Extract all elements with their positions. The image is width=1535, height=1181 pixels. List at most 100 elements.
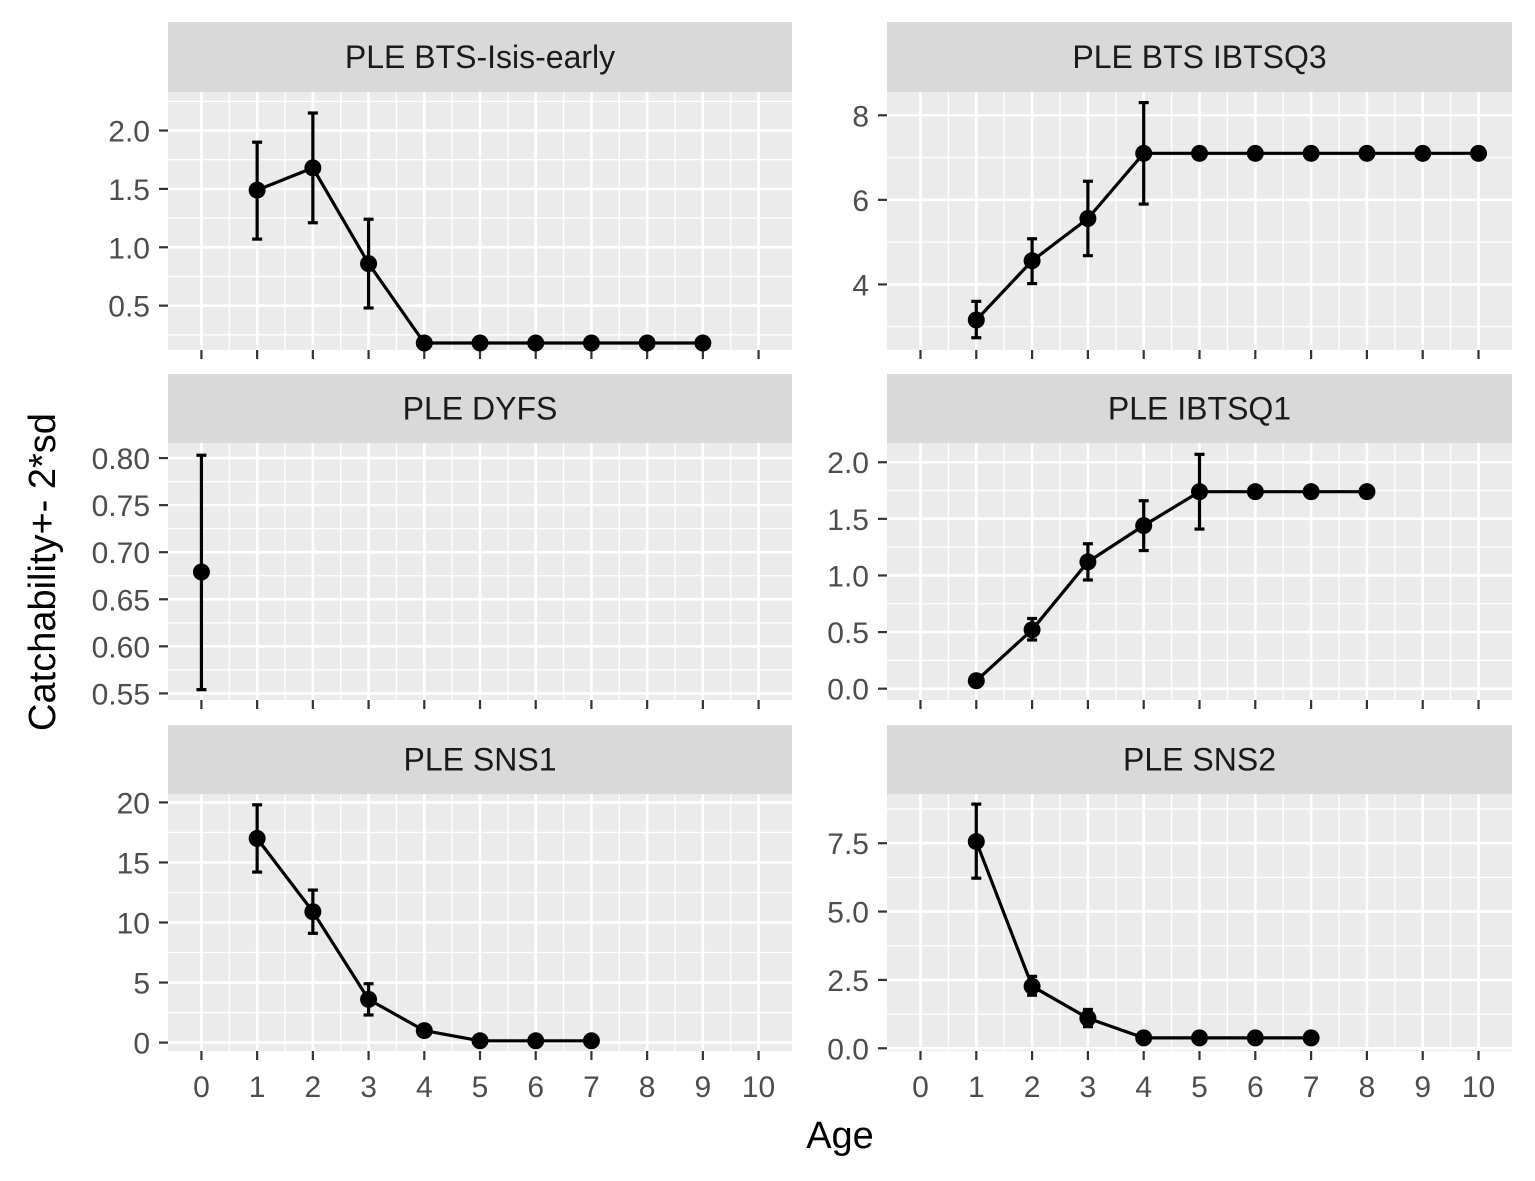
x-tick-label: 4 bbox=[1135, 1071, 1152, 1104]
y-tick-label: 1.0 bbox=[827, 560, 869, 593]
y-tick-label: 0 bbox=[133, 1028, 150, 1061]
data-point bbox=[1414, 144, 1432, 162]
data-point bbox=[582, 334, 600, 352]
x-tick-label: 6 bbox=[1247, 1071, 1264, 1104]
data-point bbox=[192, 563, 210, 581]
facet-strip bbox=[887, 725, 1512, 794]
facet-title: PLE BTS IBTSQ3 bbox=[1072, 39, 1326, 75]
data-point bbox=[1246, 483, 1264, 501]
data-point bbox=[527, 1032, 545, 1050]
facet-strip bbox=[887, 374, 1512, 443]
x-tick-label: 2 bbox=[305, 1071, 322, 1104]
y-tick-label: 10 bbox=[117, 908, 150, 941]
x-tick-label: 3 bbox=[1080, 1071, 1097, 1104]
facet-panels: PLE BTS-Isis-early 0.5 1.0 1.5 2.0 PLE BTS IB… bbox=[92, 22, 1512, 1104]
data-point bbox=[1191, 1029, 1208, 1047]
facet-panel: PLE BTS-Isis-early 0.5 1.0 1.5 2.0 bbox=[108, 22, 792, 359]
data-point bbox=[1191, 144, 1208, 162]
y-tick-label: 0.5 bbox=[827, 617, 869, 650]
y-tick-label: 0.5 bbox=[108, 291, 150, 324]
data-point bbox=[415, 1022, 433, 1040]
data-point bbox=[527, 334, 545, 352]
y-tick-label: 5.0 bbox=[827, 897, 869, 930]
data-point bbox=[360, 990, 378, 1008]
facet-panel: PLE SNS1 0 5 10 15 20 0 1 2 3 4 5 6 7 8 9 10 bbox=[117, 725, 792, 1104]
data-point bbox=[304, 159, 322, 177]
x-tick-label: 10 bbox=[1462, 1071, 1495, 1104]
data-point bbox=[360, 255, 378, 273]
y-tick-label: 0.0 bbox=[827, 674, 869, 707]
facet-panel: PLE DYFS 0.55 0.60 0.65 0.70 0.75 0.80 bbox=[92, 374, 792, 711]
facet-panel: PLE IBTSQ1 0.0 0.5 1.0 1.5 2.0 bbox=[827, 374, 1512, 709]
x-tick-label: 5 bbox=[1191, 1071, 1208, 1104]
x-tick-label: 0 bbox=[912, 1071, 929, 1104]
data-point bbox=[582, 1032, 600, 1050]
data-point bbox=[1358, 483, 1376, 501]
data-point bbox=[1470, 144, 1488, 162]
x-tick-label: 7 bbox=[1303, 1071, 1320, 1104]
facet-panel: PLE SNS2 0.0 2.5 5.0 7.5 0 1 2 3 4 5 6 7 8 9 10 bbox=[827, 725, 1512, 1104]
facet-strip bbox=[168, 725, 792, 794]
facet-title: PLE DYFS bbox=[403, 391, 558, 427]
facet-title: PLE BTS-Isis-early bbox=[345, 39, 615, 75]
data-point bbox=[304, 903, 322, 921]
facet-title: PLE IBTSQ1 bbox=[1108, 391, 1291, 427]
x-tick-label: 8 bbox=[639, 1071, 656, 1104]
y-tick-label: 0.55 bbox=[92, 678, 150, 711]
facet-title: PLE SNS2 bbox=[1123, 742, 1276, 778]
data-point bbox=[471, 334, 489, 352]
data-point bbox=[1135, 144, 1153, 162]
y-tick-label: 7.5 bbox=[827, 828, 869, 861]
y-tick-label: 0.60 bbox=[92, 631, 150, 664]
data-point bbox=[1246, 1029, 1264, 1047]
y-axis-title: Catchability+- 2*sd bbox=[22, 413, 64, 731]
x-tick-label: 5 bbox=[472, 1071, 489, 1104]
x-tick-label: 7 bbox=[583, 1071, 600, 1104]
data-point bbox=[1023, 252, 1041, 270]
y-tick-label: 0.0 bbox=[827, 1033, 869, 1066]
data-point bbox=[694, 334, 712, 352]
y-tick-label: 15 bbox=[117, 847, 150, 880]
y-tick-label: 1.5 bbox=[827, 504, 869, 537]
facet-strip bbox=[168, 22, 792, 92]
y-tick-label: 0.70 bbox=[92, 537, 150, 570]
data-point bbox=[967, 672, 985, 690]
facet-title: PLE SNS1 bbox=[404, 742, 557, 778]
facet-panel: PLE BTS IBTSQ3 4 6 8 bbox=[852, 22, 1512, 359]
series-line bbox=[975, 490, 1367, 682]
data-point bbox=[1079, 209, 1097, 227]
data-point bbox=[1135, 1029, 1153, 1047]
x-axis-title: Age bbox=[806, 1115, 874, 1157]
y-tick-label: 1.0 bbox=[108, 232, 150, 265]
data-point bbox=[967, 833, 985, 851]
y-tick-label: 8 bbox=[852, 100, 869, 133]
data-point bbox=[638, 334, 656, 352]
facet-strip bbox=[887, 22, 1512, 92]
data-point bbox=[1023, 977, 1041, 995]
y-tick-label: 4 bbox=[852, 269, 869, 302]
data-point bbox=[248, 181, 266, 199]
y-tick-label: 2.5 bbox=[827, 965, 869, 998]
y-tick-label: 0.80 bbox=[92, 443, 150, 476]
x-tick-label: 9 bbox=[1414, 1071, 1431, 1104]
x-tick-label: 4 bbox=[416, 1071, 433, 1104]
data-point bbox=[1302, 483, 1320, 501]
data-point bbox=[1079, 1009, 1097, 1027]
facet-strip bbox=[168, 374, 792, 443]
y-tick-label: 0.75 bbox=[92, 490, 150, 523]
y-tick-label: 6 bbox=[852, 185, 869, 218]
x-tick-label: 0 bbox=[193, 1071, 210, 1104]
x-tick-label: 1 bbox=[968, 1071, 985, 1104]
data-point bbox=[415, 334, 433, 352]
data-point bbox=[1135, 517, 1153, 535]
x-tick-label: 9 bbox=[695, 1071, 712, 1104]
x-tick-label: 2 bbox=[1024, 1071, 1041, 1104]
x-tick-label: 1 bbox=[249, 1071, 266, 1104]
data-point bbox=[1302, 1029, 1320, 1047]
series-line bbox=[975, 151, 1479, 322]
y-tick-label: 1.5 bbox=[108, 174, 150, 207]
data-point bbox=[1079, 553, 1097, 571]
y-tick-label: 20 bbox=[117, 787, 150, 820]
x-tick-label: 3 bbox=[360, 1071, 377, 1104]
